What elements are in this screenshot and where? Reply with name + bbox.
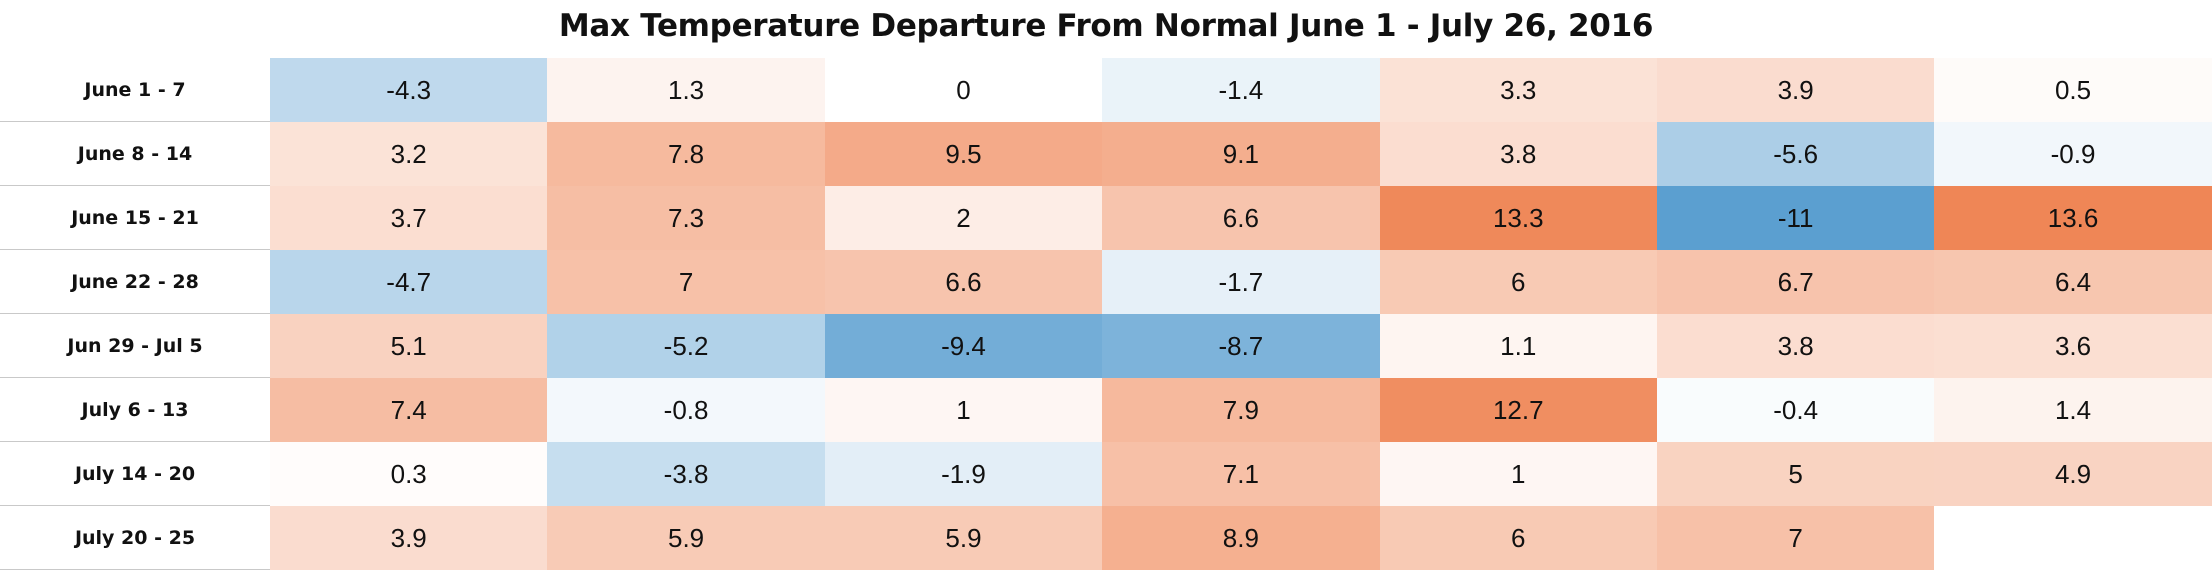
heatmap-cell: 6.7 [1656, 250, 1935, 314]
heatmap-cell: 6 [1379, 506, 1657, 570]
heatmap-cell: 5.9 [547, 506, 825, 570]
heatmap-cell: -1.9 [824, 442, 1103, 506]
heatmap-row: June 1 - 7 -4.3 1.3 0 -1.4 3.3 3.9 0.5 [0, 58, 2212, 122]
heatmap-cell: 3.2 [270, 122, 548, 186]
heatmap-cell: 7.8 [547, 122, 825, 186]
heatmap-cell: 5.1 [270, 314, 548, 378]
heatmap-row: July 6 - 13 7.4 -0.8 1 7.9 12.7 -0.4 1.4 [0, 378, 2212, 442]
heatmap-cell: 4.9 [1934, 442, 2212, 506]
row-label: July 14 - 20 [0, 442, 270, 506]
heatmap-cell: -4.7 [270, 250, 548, 314]
heatmap-cell: 9.5 [824, 122, 1103, 186]
heatmap-cell: 1 [824, 378, 1103, 442]
chart-title: Max Temperature Departure From Normal Ju… [558, 8, 1654, 44]
heatmap-cell: 12.7 [1379, 378, 1657, 442]
row-label: June 8 - 14 [0, 122, 270, 186]
heatmap-cell: 3.9 [270, 506, 548, 570]
row-label: July 6 - 13 [0, 378, 270, 442]
heatmap-cell: -11 [1656, 186, 1935, 250]
heatmap-cell: -0.9 [1934, 122, 2212, 186]
heatmap-cell: -9.4 [824, 314, 1103, 378]
heatmap-cell: 8.9 [1102, 506, 1380, 570]
heatmap-cell: -8.7 [1102, 314, 1380, 378]
heatmap-cell: 3.8 [1379, 122, 1657, 186]
row-label: July 20 - 25 [0, 506, 270, 570]
heatmap-cell: 1.4 [1934, 378, 2212, 442]
heatmap-cell: 3.9 [1656, 58, 1935, 122]
heatmap-cell: -4.3 [270, 58, 548, 122]
heatmap-cell: 3.8 [1656, 314, 1935, 378]
heatmap-row: July 20 - 25 3.9 5.9 5.9 8.9 6 7 [0, 506, 2212, 570]
heatmap-cell: 7.3 [547, 186, 825, 250]
row-label: June 1 - 7 [0, 58, 270, 122]
heatmap-cell: 3.6 [1934, 314, 2212, 378]
heatmap-cell: -0.8 [547, 378, 825, 442]
heatmap-cell: -5.6 [1656, 122, 1935, 186]
heatmap-cell: -0.4 [1656, 378, 1935, 442]
heatmap-cell: 5 [1656, 442, 1935, 506]
heatmap-row: June 22 - 28 -4.7 7 6.6 -1.7 6 6.7 6.4 [0, 250, 2212, 314]
heatmap-cell: 7.1 [1102, 442, 1380, 506]
heatmap-cell: 1.1 [1379, 314, 1657, 378]
heatmap-cell: 3.3 [1379, 58, 1657, 122]
heatmap-cell: 1 [1379, 442, 1657, 506]
row-label: Jun 29 - Jul 5 [0, 314, 270, 378]
heatmap-cell: 3.7 [270, 186, 548, 250]
heatmap-cell: -1.7 [1102, 250, 1380, 314]
row-label: June 15 - 21 [0, 186, 270, 250]
heatmap-cell: 1.3 [547, 58, 825, 122]
heatmap-grid: June 1 - 7 -4.3 1.3 0 -1.4 3.3 3.9 0.5 June 8 - … [0, 58, 2212, 570]
heatmap-row: Jun 29 - Jul 5 5.1 -5.2 -9.4 -8.7 1.1 3.8 3.6 [0, 314, 2212, 378]
heatmap-cell: 13.6 [1934, 186, 2212, 250]
heatmap-cell: 6.4 [1934, 250, 2212, 314]
heatmap-cell: 6.6 [1102, 186, 1380, 250]
heatmap-cell: -3.8 [547, 442, 825, 506]
heatmap-cell: 5.9 [824, 506, 1103, 570]
heatmap-cell [1934, 506, 2212, 570]
heatmap-row: June 15 - 21 3.7 7.3 2 6.6 13.3 -11 13.6 [0, 186, 2212, 250]
heatmap-cell: 9.1 [1102, 122, 1380, 186]
heatmap-cell: 0 [824, 58, 1103, 122]
heatmap-cell: 13.3 [1379, 186, 1657, 250]
heatmap-cell: 7.9 [1102, 378, 1380, 442]
heatmap-cell: 7.4 [270, 378, 548, 442]
heatmap-cell: 6 [1379, 250, 1657, 314]
heatmap-cell: -1.4 [1102, 58, 1380, 122]
heatmap-row: June 8 - 14 3.2 7.8 9.5 9.1 3.8 -5.6 -0.9 [0, 122, 2212, 186]
heatmap-cell: 6.6 [824, 250, 1103, 314]
heatmap-cell: 2 [824, 186, 1103, 250]
row-label: June 22 - 28 [0, 250, 270, 314]
heatmap-row: July 14 - 20 0.3 -3.8 -1.9 7.1 1 5 4.9 [0, 442, 2212, 506]
heatmap-cell: 7 [547, 250, 825, 314]
heatmap-cell: 0.3 [270, 442, 548, 506]
heatmap-cell: -5.2 [547, 314, 825, 378]
heatmap-cell: 0.5 [1934, 58, 2212, 122]
heatmap-cell: 7 [1656, 506, 1935, 570]
